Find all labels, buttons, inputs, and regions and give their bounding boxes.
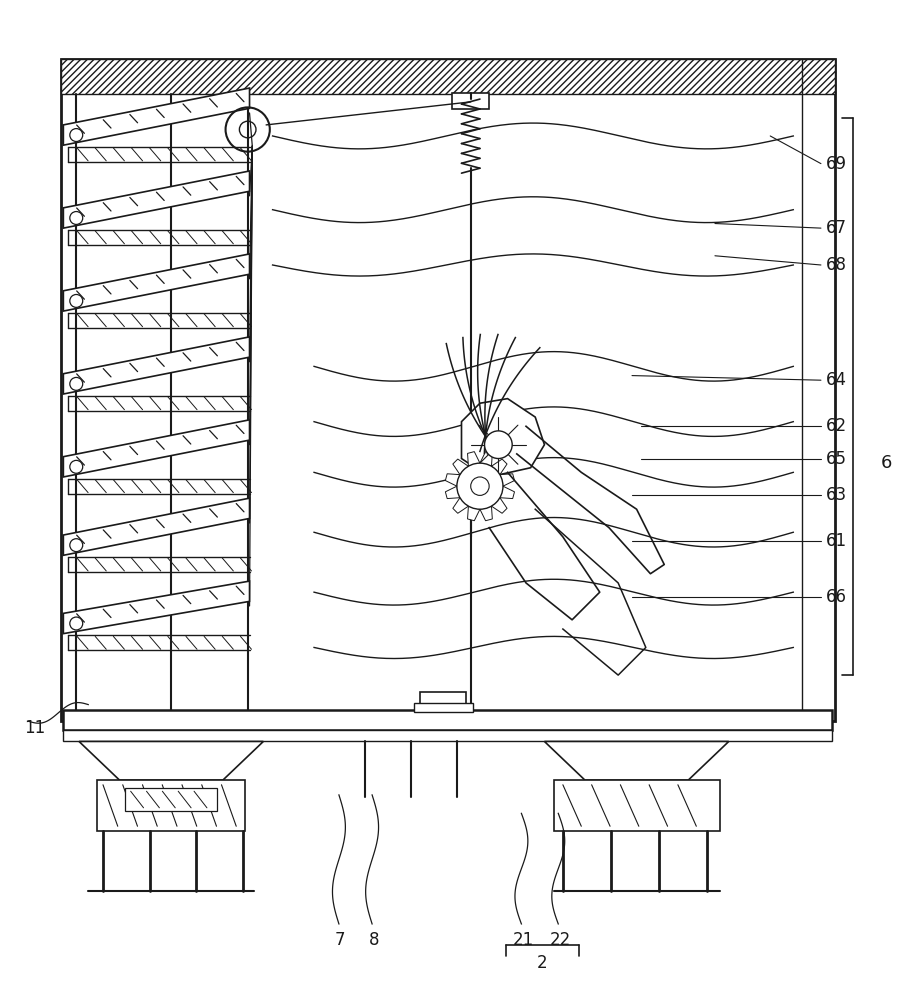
Polygon shape — [500, 474, 514, 486]
Polygon shape — [468, 506, 480, 521]
Text: 64: 64 — [825, 371, 846, 389]
Text: 21: 21 — [512, 931, 533, 949]
Bar — [126, 788, 217, 811]
Circle shape — [70, 129, 83, 141]
Text: 11: 11 — [24, 719, 45, 737]
Polygon shape — [500, 486, 514, 499]
Polygon shape — [453, 498, 468, 513]
Polygon shape — [64, 420, 249, 477]
Polygon shape — [480, 452, 492, 466]
Bar — [61, 59, 834, 721]
Polygon shape — [79, 741, 263, 780]
Text: 7: 7 — [335, 931, 345, 949]
Text: 2: 2 — [536, 954, 547, 972]
Circle shape — [70, 377, 83, 390]
Text: 61: 61 — [825, 532, 846, 550]
Polygon shape — [491, 498, 507, 513]
Text: 67: 67 — [825, 219, 846, 237]
Polygon shape — [462, 399, 545, 477]
Polygon shape — [64, 337, 249, 394]
Polygon shape — [468, 452, 480, 466]
Polygon shape — [480, 506, 492, 521]
Text: 6: 6 — [881, 454, 893, 472]
Bar — [64, 730, 832, 741]
Bar — [61, 59, 834, 94]
Circle shape — [70, 617, 83, 630]
Bar — [98, 780, 245, 831]
Circle shape — [471, 477, 489, 495]
Polygon shape — [64, 498, 249, 555]
Text: 66: 66 — [825, 588, 846, 606]
Circle shape — [70, 294, 83, 307]
Bar — [452, 93, 489, 109]
Bar — [420, 692, 466, 710]
Polygon shape — [446, 474, 460, 486]
Circle shape — [457, 463, 503, 509]
Polygon shape — [545, 741, 729, 780]
Text: 69: 69 — [825, 155, 846, 173]
Polygon shape — [64, 581, 249, 634]
Circle shape — [485, 431, 512, 459]
Polygon shape — [64, 171, 249, 228]
Polygon shape — [64, 254, 249, 311]
Bar — [64, 710, 832, 730]
Text: 65: 65 — [825, 450, 846, 468]
Text: 8: 8 — [368, 931, 379, 949]
Circle shape — [70, 212, 83, 224]
Text: 68: 68 — [825, 256, 846, 274]
Polygon shape — [64, 88, 249, 145]
Text: 22: 22 — [549, 931, 570, 949]
Bar — [414, 703, 473, 712]
Text: 62: 62 — [825, 417, 846, 435]
Circle shape — [70, 460, 83, 473]
Polygon shape — [446, 486, 460, 499]
Polygon shape — [491, 459, 507, 475]
Bar — [554, 780, 720, 831]
Polygon shape — [453, 459, 468, 475]
Circle shape — [70, 539, 83, 552]
Text: 63: 63 — [825, 486, 846, 504]
